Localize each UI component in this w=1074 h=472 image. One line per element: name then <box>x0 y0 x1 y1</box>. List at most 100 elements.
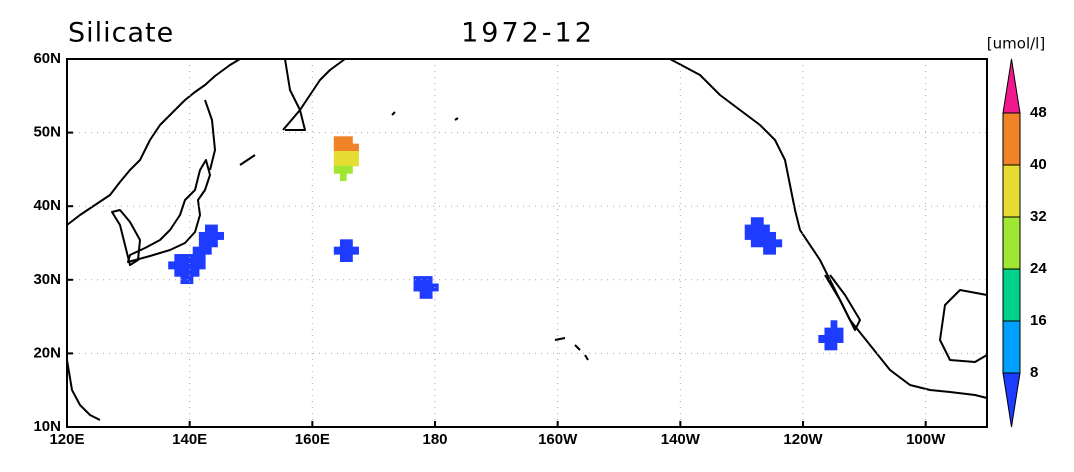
cell <box>836 335 844 343</box>
cell <box>180 268 188 277</box>
cell <box>198 261 206 270</box>
cell <box>180 254 188 262</box>
cell <box>830 342 838 351</box>
colorbar-label: 16 <box>1030 312 1047 329</box>
cell <box>830 320 838 329</box>
cell <box>211 231 218 240</box>
cell <box>750 239 758 248</box>
cell <box>352 143 359 152</box>
units: [umol/l] <box>987 35 1045 53</box>
y-tick-label: 60N <box>33 50 61 67</box>
colorbar-box <box>1002 320 1021 374</box>
cell <box>419 290 427 299</box>
cell <box>205 231 212 240</box>
coastlines <box>66 58 988 421</box>
cell <box>198 231 206 240</box>
x-tick-label: 180 <box>422 431 447 448</box>
cell <box>339 151 347 159</box>
colorbar-box <box>1002 216 1021 270</box>
arctic-coast <box>284 58 459 131</box>
cell <box>750 224 758 233</box>
sakhalin <box>204 99 216 171</box>
cell <box>186 276 194 285</box>
colorbar-box <box>1002 112 1021 166</box>
colorbar-label: 48 <box>1030 104 1047 121</box>
north-america-coast <box>669 58 988 399</box>
cell <box>352 158 359 167</box>
cell <box>339 239 347 248</box>
cell <box>339 143 347 152</box>
cell <box>186 268 194 277</box>
cell <box>174 268 182 277</box>
cell <box>211 239 218 248</box>
colorbar-box <box>1002 268 1021 322</box>
cell <box>346 165 353 174</box>
plot-frame <box>66 58 988 428</box>
cell <box>180 261 188 270</box>
x-tick-label: 140W <box>661 431 701 448</box>
cell <box>425 276 433 285</box>
cell <box>346 158 353 167</box>
cell <box>217 231 224 240</box>
cell <box>346 143 353 152</box>
cell <box>425 290 433 299</box>
cell <box>346 254 353 262</box>
cell <box>192 246 200 255</box>
asia-coast <box>66 58 241 226</box>
cell <box>769 231 776 240</box>
cell <box>769 239 776 248</box>
cell <box>830 335 838 343</box>
cell <box>757 217 764 226</box>
hawaii <box>554 337 589 361</box>
cell <box>419 283 427 292</box>
cell <box>192 261 200 270</box>
cell <box>174 261 182 270</box>
gulf-of-mexico <box>939 289 988 363</box>
kamchatka <box>239 58 346 166</box>
cell <box>333 136 341 145</box>
y-tick-label: 30N <box>33 271 61 288</box>
title: Silicate <box>68 18 174 49</box>
cells <box>168 136 844 351</box>
japan <box>127 159 211 263</box>
cell <box>186 254 194 262</box>
cell <box>763 246 770 255</box>
x-tick-label: 120E <box>49 431 84 448</box>
cell <box>836 327 844 336</box>
cell <box>339 158 347 167</box>
y-tick-label: 40N <box>33 197 61 214</box>
cell <box>198 246 206 255</box>
cell <box>205 246 212 255</box>
cell <box>333 151 341 159</box>
colorbar-label: 8 <box>1030 364 1038 381</box>
colorbar-triangle <box>1002 58 1021 114</box>
x-tick-label: 140E <box>172 431 207 448</box>
cell <box>211 224 218 233</box>
korea <box>111 209 141 266</box>
y-tick-label: 10N <box>33 418 61 435</box>
cell <box>339 246 347 255</box>
cell <box>763 231 770 240</box>
cell <box>346 136 353 145</box>
cell <box>352 246 359 255</box>
cell <box>750 217 758 226</box>
colorbar-box <box>1002 164 1021 218</box>
cell <box>757 224 764 233</box>
cell <box>333 143 341 152</box>
cell <box>413 276 421 285</box>
cell <box>419 276 427 285</box>
x-tick-label: 160E <box>295 431 330 448</box>
cell <box>339 136 347 145</box>
cell <box>425 283 433 292</box>
cell <box>205 224 212 233</box>
southeast-asia <box>66 359 101 421</box>
cell <box>818 335 826 343</box>
colorbar: 8 16 24 32 40 48 <box>1002 58 1047 428</box>
cell <box>186 261 194 270</box>
x-tick-label: 160W <box>538 431 578 448</box>
cell <box>744 224 752 233</box>
subtitle: 1972-12 <box>461 18 595 49</box>
cell <box>346 246 353 255</box>
cell <box>346 239 353 248</box>
